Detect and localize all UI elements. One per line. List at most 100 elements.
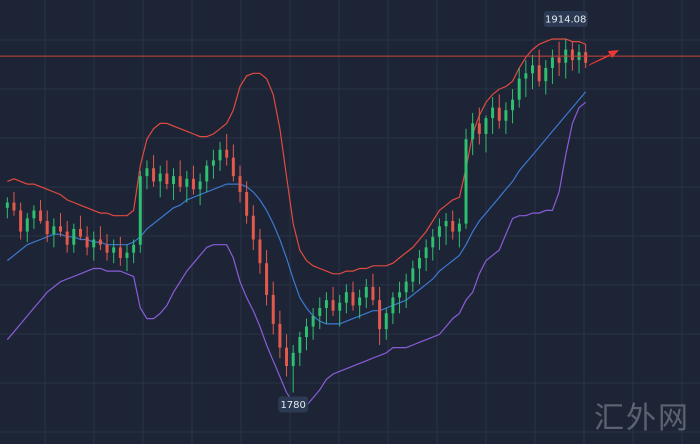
candle-body (245, 191, 249, 216)
candle-body (291, 352, 295, 367)
candle-body (584, 52, 588, 63)
candle-body (371, 286, 375, 301)
candle-body (132, 244, 136, 253)
high-label: 1914.08 (545, 15, 586, 26)
candle-body (491, 107, 495, 119)
candle-body (464, 139, 468, 224)
candle-body (59, 226, 63, 232)
candle-body (78, 228, 82, 237)
low-label: 1780 (280, 400, 305, 411)
candle-body (118, 247, 122, 258)
candle-body (271, 294, 275, 324)
candle-body (105, 244, 109, 253)
candle-body (165, 173, 169, 185)
candle-body (404, 281, 408, 293)
candle-body (530, 65, 534, 74)
candle-body (152, 168, 156, 182)
candle-body (417, 257, 421, 269)
trend-arrow-icon (588, 50, 619, 66)
candle-body (384, 313, 388, 330)
high-label-box (543, 11, 588, 28)
candle-body (158, 173, 162, 182)
candle-body (517, 78, 521, 100)
watermark: 汇外网 (594, 401, 690, 436)
high-callout: 1914.08 (543, 11, 588, 28)
candle-body (178, 176, 182, 187)
candle-body (225, 149, 229, 158)
candle-body (437, 226, 441, 237)
candle-body (457, 223, 461, 232)
candle-body (471, 123, 475, 140)
candle-body (304, 326, 308, 338)
candle-body (191, 178, 195, 190)
candle-body (12, 202, 16, 211)
candle-body (570, 49, 574, 61)
candle-body (265, 263, 269, 295)
candle-body (364, 286, 368, 298)
candle-body (218, 149, 222, 161)
candle-body (112, 247, 116, 253)
candle-body (431, 236, 435, 248)
candle-body (251, 215, 255, 240)
candle-body (231, 157, 235, 177)
candle-body (344, 292, 348, 303)
candle-body (45, 221, 49, 235)
candle-body (504, 110, 508, 121)
candle-body (298, 337, 302, 353)
candle-body (477, 123, 481, 134)
candle-body (238, 176, 242, 192)
candle-body (338, 302, 342, 311)
candle-body (138, 176, 142, 245)
bollinger-middle-line (6, 91, 587, 325)
candle-body (185, 178, 189, 187)
candle-body (550, 57, 554, 69)
candle-body (484, 118, 488, 134)
candle-body (211, 160, 215, 166)
candle-body (205, 165, 209, 182)
candle-body (92, 239, 96, 248)
bollinger-upper-line (7, 38, 586, 275)
candle-body (145, 168, 149, 177)
candle-body (65, 231, 69, 245)
candle-body (5, 202, 9, 208)
candle-body (278, 323, 282, 348)
candle-body (398, 292, 402, 298)
candle-body (497, 107, 501, 121)
candle-body (358, 297, 362, 306)
candle-body (511, 99, 515, 111)
candle-body (52, 226, 56, 235)
candle-body (19, 210, 23, 232)
candle-body (85, 236, 89, 248)
candles (5, 39, 588, 393)
candle-body (378, 300, 382, 330)
candle-body (411, 268, 415, 282)
candle-body (331, 300, 335, 311)
candle-body (258, 239, 262, 264)
candle-body (424, 247, 428, 258)
candle-body (98, 239, 102, 245)
candle-body (172, 176, 176, 185)
candle-body (32, 210, 36, 219)
low-label-box (278, 396, 309, 413)
candle-body (125, 252, 129, 258)
candle-body (25, 218, 29, 232)
candle-body (444, 221, 448, 227)
candle-body (311, 315, 315, 327)
candle-body (351, 292, 355, 306)
candle-body (537, 65, 541, 82)
candle-body (451, 221, 455, 232)
candle-body (72, 228, 76, 245)
candle-body (39, 210, 43, 221)
low-callout: 1780 (278, 396, 309, 413)
candle-body (544, 68, 548, 82)
candle-body (285, 347, 289, 367)
candle-body (324, 300, 328, 309)
candle-body (318, 308, 322, 316)
candle-body (391, 297, 395, 314)
candle-body (557, 57, 561, 63)
candle-body (524, 73, 528, 79)
candle-body (198, 181, 202, 190)
